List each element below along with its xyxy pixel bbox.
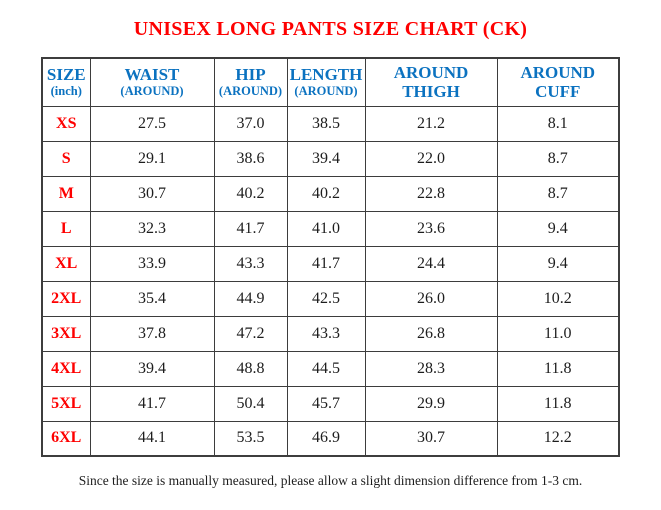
value-cell: 50.4 xyxy=(213,385,288,422)
value-cell: 29.9 xyxy=(364,385,498,422)
value-cell: 41.7 xyxy=(286,245,366,282)
value-cell: 48.8 xyxy=(213,350,288,387)
column-header: LENGTH (AROUND) xyxy=(286,57,366,107)
value-cell: 9.4 xyxy=(496,245,620,282)
value-cell: 8.1 xyxy=(496,105,620,142)
size-label-cell: S xyxy=(41,140,91,177)
value-cell: 40.2 xyxy=(213,175,288,212)
size-label-cell: 5XL xyxy=(41,385,91,422)
value-cell: 26.8 xyxy=(364,315,498,352)
value-cell: 22.0 xyxy=(364,140,498,177)
value-cell: 37.0 xyxy=(213,105,288,142)
size-label-cell: 6XL xyxy=(41,420,91,457)
value-cell: 29.1 xyxy=(89,140,215,177)
value-cell: 40.2 xyxy=(286,175,366,212)
value-cell: 8.7 xyxy=(496,175,620,212)
value-cell: 26.0 xyxy=(364,280,498,317)
value-cell: 10.2 xyxy=(496,280,620,317)
table-row: S 29.1 38.6 39.4 22.0 8.7 xyxy=(41,140,620,177)
size-label-cell: 2XL xyxy=(41,280,91,317)
size-label-cell: 3XL xyxy=(41,315,91,352)
value-cell: 11.0 xyxy=(496,315,620,352)
value-cell: 38.6 xyxy=(213,140,288,177)
column-header: AROUND CUFF xyxy=(496,57,620,107)
value-cell: 11.8 xyxy=(496,350,620,387)
header-row: SIZE (inch) WAIST (AROUND) HIP (AROUND) LENGTH… xyxy=(41,57,620,107)
size-label-cell: L xyxy=(41,210,91,247)
table-row: 2XL 35.4 44.9 42.5 26.0 10.2 xyxy=(41,280,620,317)
value-cell: 38.5 xyxy=(286,105,366,142)
size-label-cell: XS xyxy=(41,105,91,142)
table-row: M 30.7 40.2 40.2 22.8 8.7 xyxy=(41,175,620,212)
value-cell: 53.5 xyxy=(213,420,288,457)
value-cell: 22.8 xyxy=(364,175,498,212)
value-cell: 39.4 xyxy=(286,140,366,177)
size-table-body: XS 27.5 37.0 38.5 21.2 8.1 S 29.1 38.6 39.4 22.0 8.… xyxy=(41,105,620,457)
value-cell: 27.5 xyxy=(89,105,215,142)
value-cell: 41.7 xyxy=(89,385,215,422)
size-chart-page: UNISEX LONG PANTS SIZE CHART (CK) SIZE (i… xyxy=(0,18,661,510)
value-cell: 47.2 xyxy=(213,315,288,352)
value-cell: 45.7 xyxy=(286,385,366,422)
value-cell: 44.5 xyxy=(286,350,366,387)
value-cell: 44.1 xyxy=(89,420,215,457)
value-cell: 43.3 xyxy=(213,245,288,282)
measurement-disclaimer: Since the size is manually measured, ple… xyxy=(78,473,583,488)
table-row: L 32.3 41.7 41.0 23.6 9.4 xyxy=(41,210,620,247)
table-row: 3XL 37.8 47.2 43.3 26.8 11.0 xyxy=(41,315,620,352)
value-cell: 9.4 xyxy=(496,210,620,247)
value-cell: 35.4 xyxy=(89,280,215,317)
value-cell: 43.3 xyxy=(286,315,366,352)
value-cell: 28.3 xyxy=(364,350,498,387)
table-row: 5XL 41.7 50.4 45.7 29.9 11.8 xyxy=(41,385,620,422)
column-header: SIZE (inch) xyxy=(41,57,91,107)
column-header: AROUND THIGH xyxy=(364,57,498,107)
size-label-cell: XL xyxy=(41,245,91,282)
value-cell: 41.0 xyxy=(286,210,366,247)
value-cell: 46.9 xyxy=(286,420,366,457)
value-cell: 41.7 xyxy=(213,210,288,247)
column-header: WAIST (AROUND) xyxy=(89,57,215,107)
value-cell: 23.6 xyxy=(364,210,498,247)
value-cell: 39.4 xyxy=(89,350,215,387)
size-label-cell: 4XL xyxy=(41,350,91,387)
value-cell: 21.2 xyxy=(364,105,498,142)
value-cell: 42.5 xyxy=(286,280,366,317)
table-row: 6XL 44.1 53.5 46.9 30.7 12.2 xyxy=(41,420,620,457)
value-cell: 33.9 xyxy=(89,245,215,282)
table-row: XS 27.5 37.0 38.5 21.2 8.1 xyxy=(41,105,620,142)
size-label-cell: M xyxy=(41,175,91,212)
value-cell: 24.4 xyxy=(364,245,498,282)
value-cell: 11.8 xyxy=(496,385,620,422)
page-title: UNISEX LONG PANTS SIZE CHART (CK) xyxy=(133,18,528,40)
value-cell: 30.7 xyxy=(364,420,498,457)
value-cell: 8.7 xyxy=(496,140,620,177)
value-cell: 32.3 xyxy=(89,210,215,247)
column-header: HIP (AROUND) xyxy=(213,57,288,107)
value-cell: 44.9 xyxy=(213,280,288,317)
table-row: 4XL 39.4 48.8 44.5 28.3 11.8 xyxy=(41,350,620,387)
size-chart-table: SIZE (inch) WAIST (AROUND) HIP (AROUND) LENGTH… xyxy=(41,57,620,457)
value-cell: 30.7 xyxy=(89,175,215,212)
value-cell: 12.2 xyxy=(496,420,620,457)
value-cell: 37.8 xyxy=(89,315,215,352)
table-row: XL 33.9 43.3 41.7 24.4 9.4 xyxy=(41,245,620,282)
